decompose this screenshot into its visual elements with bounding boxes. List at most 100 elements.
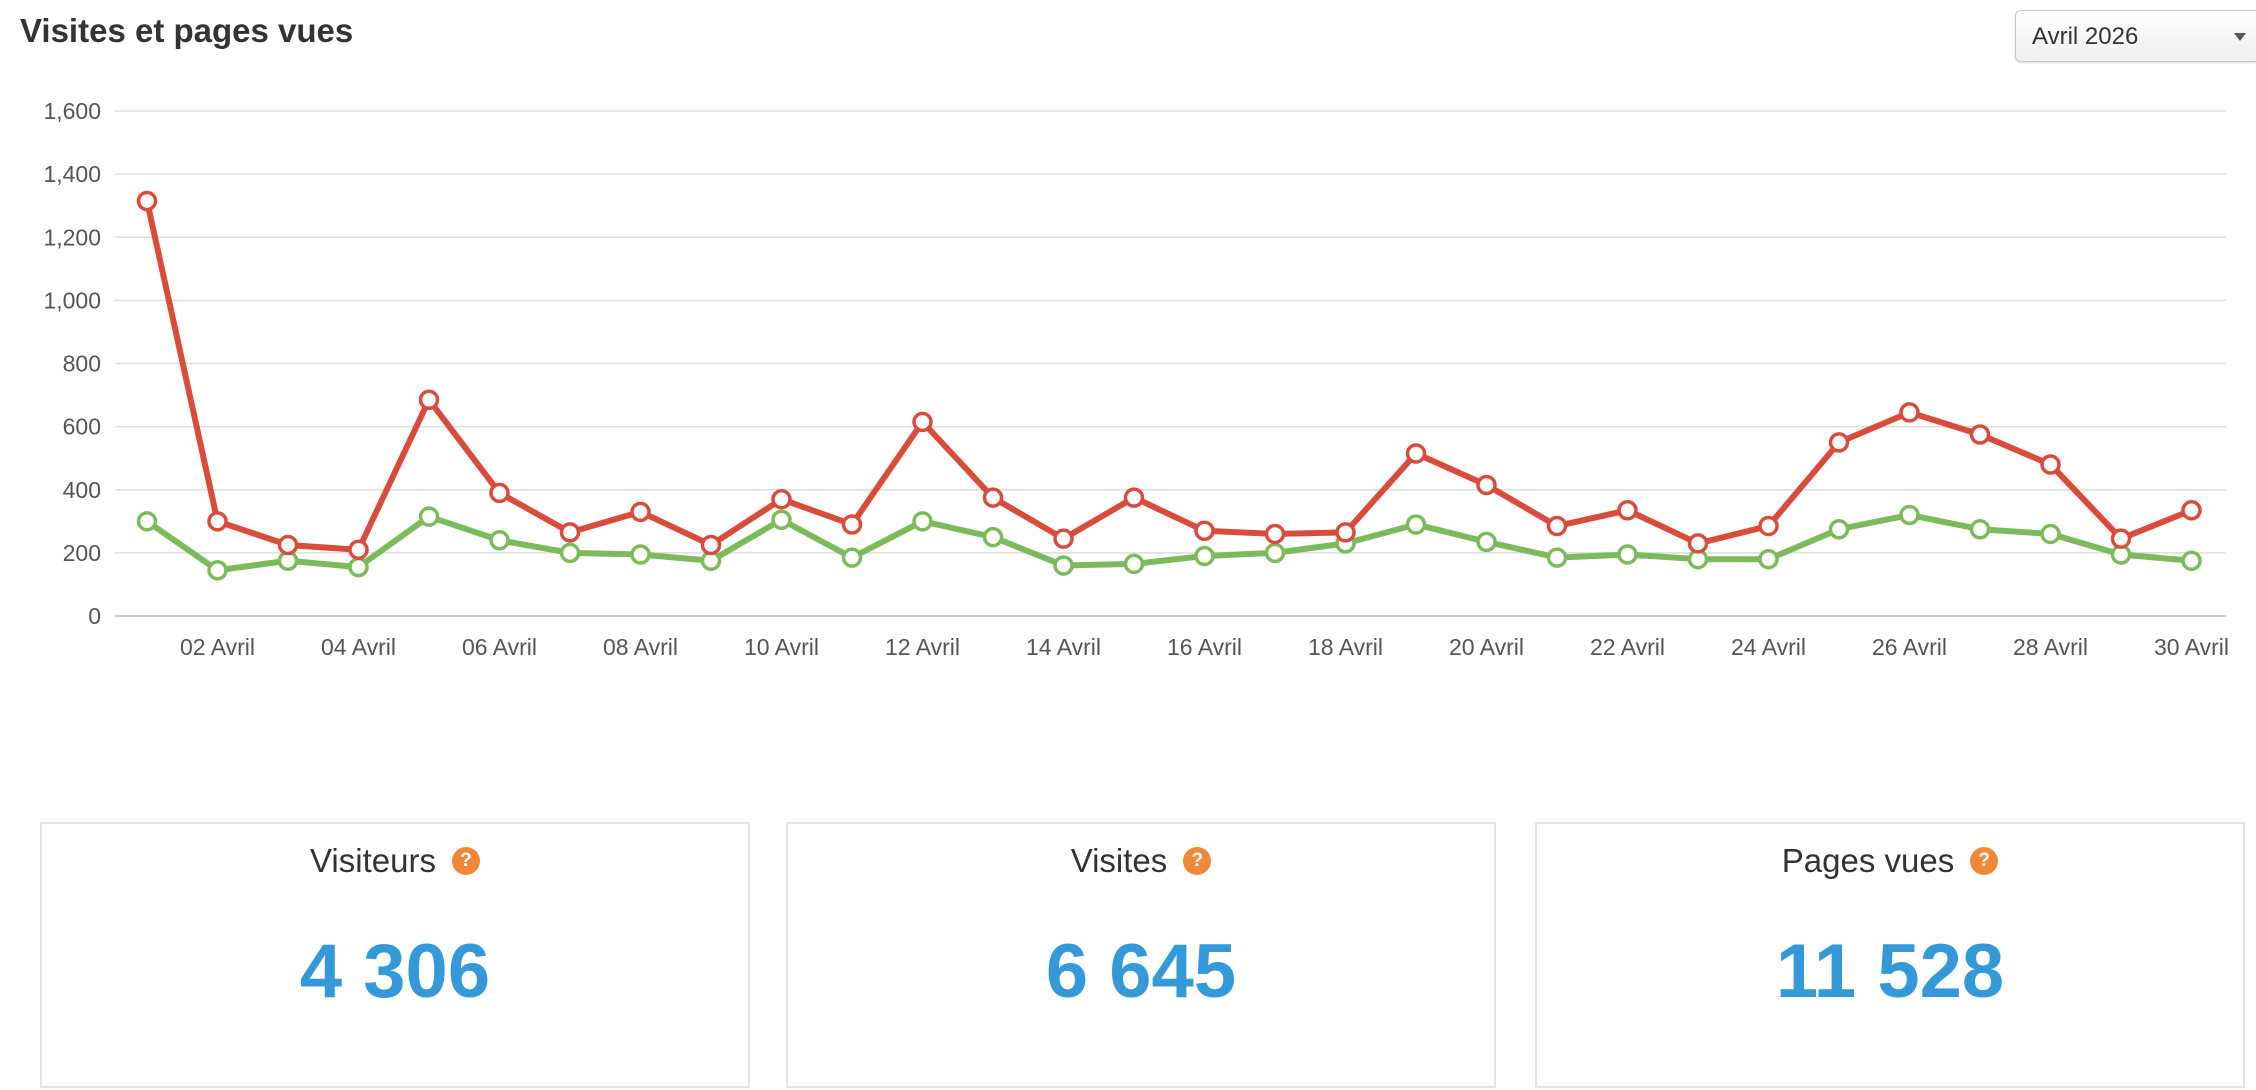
- data-point: [1899, 402, 1920, 423]
- data-point: [1617, 544, 1638, 565]
- x-tick-label: 18 Avril: [1308, 634, 1383, 660]
- data-point: [1969, 424, 1991, 445]
- data-point: [418, 389, 440, 411]
- x-tick-label: 06 Avril: [462, 634, 537, 660]
- data-point: [2040, 523, 2061, 545]
- page-title: Visites et pages vues: [20, 12, 354, 49]
- x-tick-label: 22 Avril: [1590, 634, 1665, 660]
- data-point: [559, 542, 581, 564]
- help-icon[interactable]: ?: [451, 847, 480, 875]
- data-point: [1828, 432, 1850, 453]
- x-tick-label: 28 Avril: [2013, 634, 2088, 660]
- data-point: [771, 509, 792, 530]
- kpi-label: Visites: [1070, 842, 1168, 879]
- kpi-label: Pages vues: [1781, 842, 1955, 879]
- data-point: [489, 482, 510, 504]
- data-point: [207, 559, 228, 581]
- x-tick-label: 08 Avril: [603, 634, 678, 660]
- data-point: [1264, 542, 1286, 564]
- data-point: [1687, 533, 1709, 554]
- y-tick-label: 1,200: [43, 224, 101, 250]
- data-point: [700, 534, 722, 556]
- data-point: [1617, 500, 1638, 521]
- x-tick-label: 26 Avril: [1872, 634, 1947, 660]
- data-point: [1758, 515, 1779, 537]
- data-point: [841, 547, 863, 568]
- y-tick-label: 1,600: [43, 98, 101, 124]
- y-tick-label: 400: [63, 477, 101, 503]
- kpi-label: Visiteurs: [310, 842, 436, 879]
- data-point: [982, 526, 1004, 548]
- data-point: [2181, 500, 2202, 521]
- data-point: [1053, 555, 1074, 576]
- data-point: [207, 511, 228, 532]
- x-tick-label: 24 Avril: [1731, 634, 1806, 660]
- x-tick-label: 02 Avril: [180, 634, 255, 660]
- y-tick-label: 800: [63, 351, 101, 377]
- data-point: [1758, 548, 1779, 570]
- data-point: [2181, 550, 2202, 572]
- data-point: [1969, 518, 1991, 540]
- series-line: [144, 197, 2195, 553]
- data-point: [630, 544, 651, 565]
- data-point: [1405, 514, 1427, 535]
- kpi-card-visiteurs: Visiteurs ? 4 306: [40, 822, 750, 1088]
- data-point: [1053, 528, 1074, 549]
- data-point: [1476, 474, 1497, 496]
- kpi-card-pages-vues: Pages vues ? 11 528: [1535, 822, 2245, 1088]
- x-tick-label: 04 Avril: [321, 634, 396, 660]
- data-point: [348, 539, 369, 560]
- data-point: [1123, 487, 1145, 508]
- series-line: [144, 512, 2195, 574]
- data-point: [1828, 518, 1850, 540]
- data-point: [912, 511, 933, 532]
- x-tick-label: 14 Avril: [1026, 634, 1101, 660]
- data-point: [559, 522, 581, 543]
- data-point: [1546, 515, 1568, 537]
- data-point: [1194, 545, 1215, 567]
- data-point: [1123, 553, 1145, 575]
- data-point: [2110, 528, 2132, 549]
- data-point: [1476, 531, 1497, 553]
- x-axis-ticks: 02 Avril 04 Avril 06 Avril 08 Avril 10 Avril…: [180, 634, 2229, 660]
- x-tick-label: 10 Avril: [744, 634, 819, 660]
- y-axis-ticks: 0 200 400 600 800 1,000 1,200 1,400 1,600: [43, 98, 101, 629]
- data-point: [1264, 523, 1286, 545]
- data-point: [982, 487, 1004, 508]
- y-tick-label: 1,400: [43, 161, 101, 187]
- help-icon[interactable]: ?: [1183, 847, 1212, 875]
- data-point: [418, 506, 440, 527]
- data-point: [1194, 520, 1215, 542]
- data-point: [1546, 547, 1568, 568]
- data-point: [1335, 522, 1356, 543]
- data-point: [1405, 443, 1427, 464]
- y-tick-label: 1,000: [43, 287, 101, 313]
- data-point: [771, 488, 792, 510]
- series: [136, 190, 2202, 581]
- x-tick-label: 12 Avril: [885, 634, 960, 660]
- data-point: [136, 511, 158, 532]
- x-tick-label: 16 Avril: [1167, 634, 1242, 660]
- kpi-card-visites: Visites ? 6 645: [786, 822, 1496, 1088]
- line-chart: 0 200 400 600 800 1,000 1,200 1,400 1,600 02 Avr…: [43, 98, 2229, 660]
- data-point: [630, 501, 651, 523]
- y-tick-label: 200: [63, 540, 101, 566]
- kpi-value: 6 645: [1045, 929, 1237, 1014]
- data-point: [841, 514, 863, 535]
- month-select-value: Avril 2026: [2032, 23, 2139, 50]
- x-tick-label: 20 Avril: [1449, 634, 1524, 660]
- month-select[interactable]: Avril 2026: [2015, 10, 2256, 62]
- data-point: [489, 530, 510, 551]
- grid-lines: [115, 110, 2226, 617]
- y-tick-label: 0: [88, 603, 101, 629]
- data-point: [136, 190, 158, 212]
- help-icon[interactable]: ?: [1970, 847, 1999, 875]
- kpi-value: 11 528: [1775, 929, 2005, 1014]
- data-point: [2040, 454, 2061, 475]
- data-point: [348, 556, 369, 578]
- kpi-value: 4 306: [299, 929, 491, 1014]
- data-point: [277, 534, 299, 556]
- y-tick-label: 600: [63, 414, 101, 440]
- data-point: [1899, 504, 1920, 526]
- data-point: [912, 411, 933, 433]
